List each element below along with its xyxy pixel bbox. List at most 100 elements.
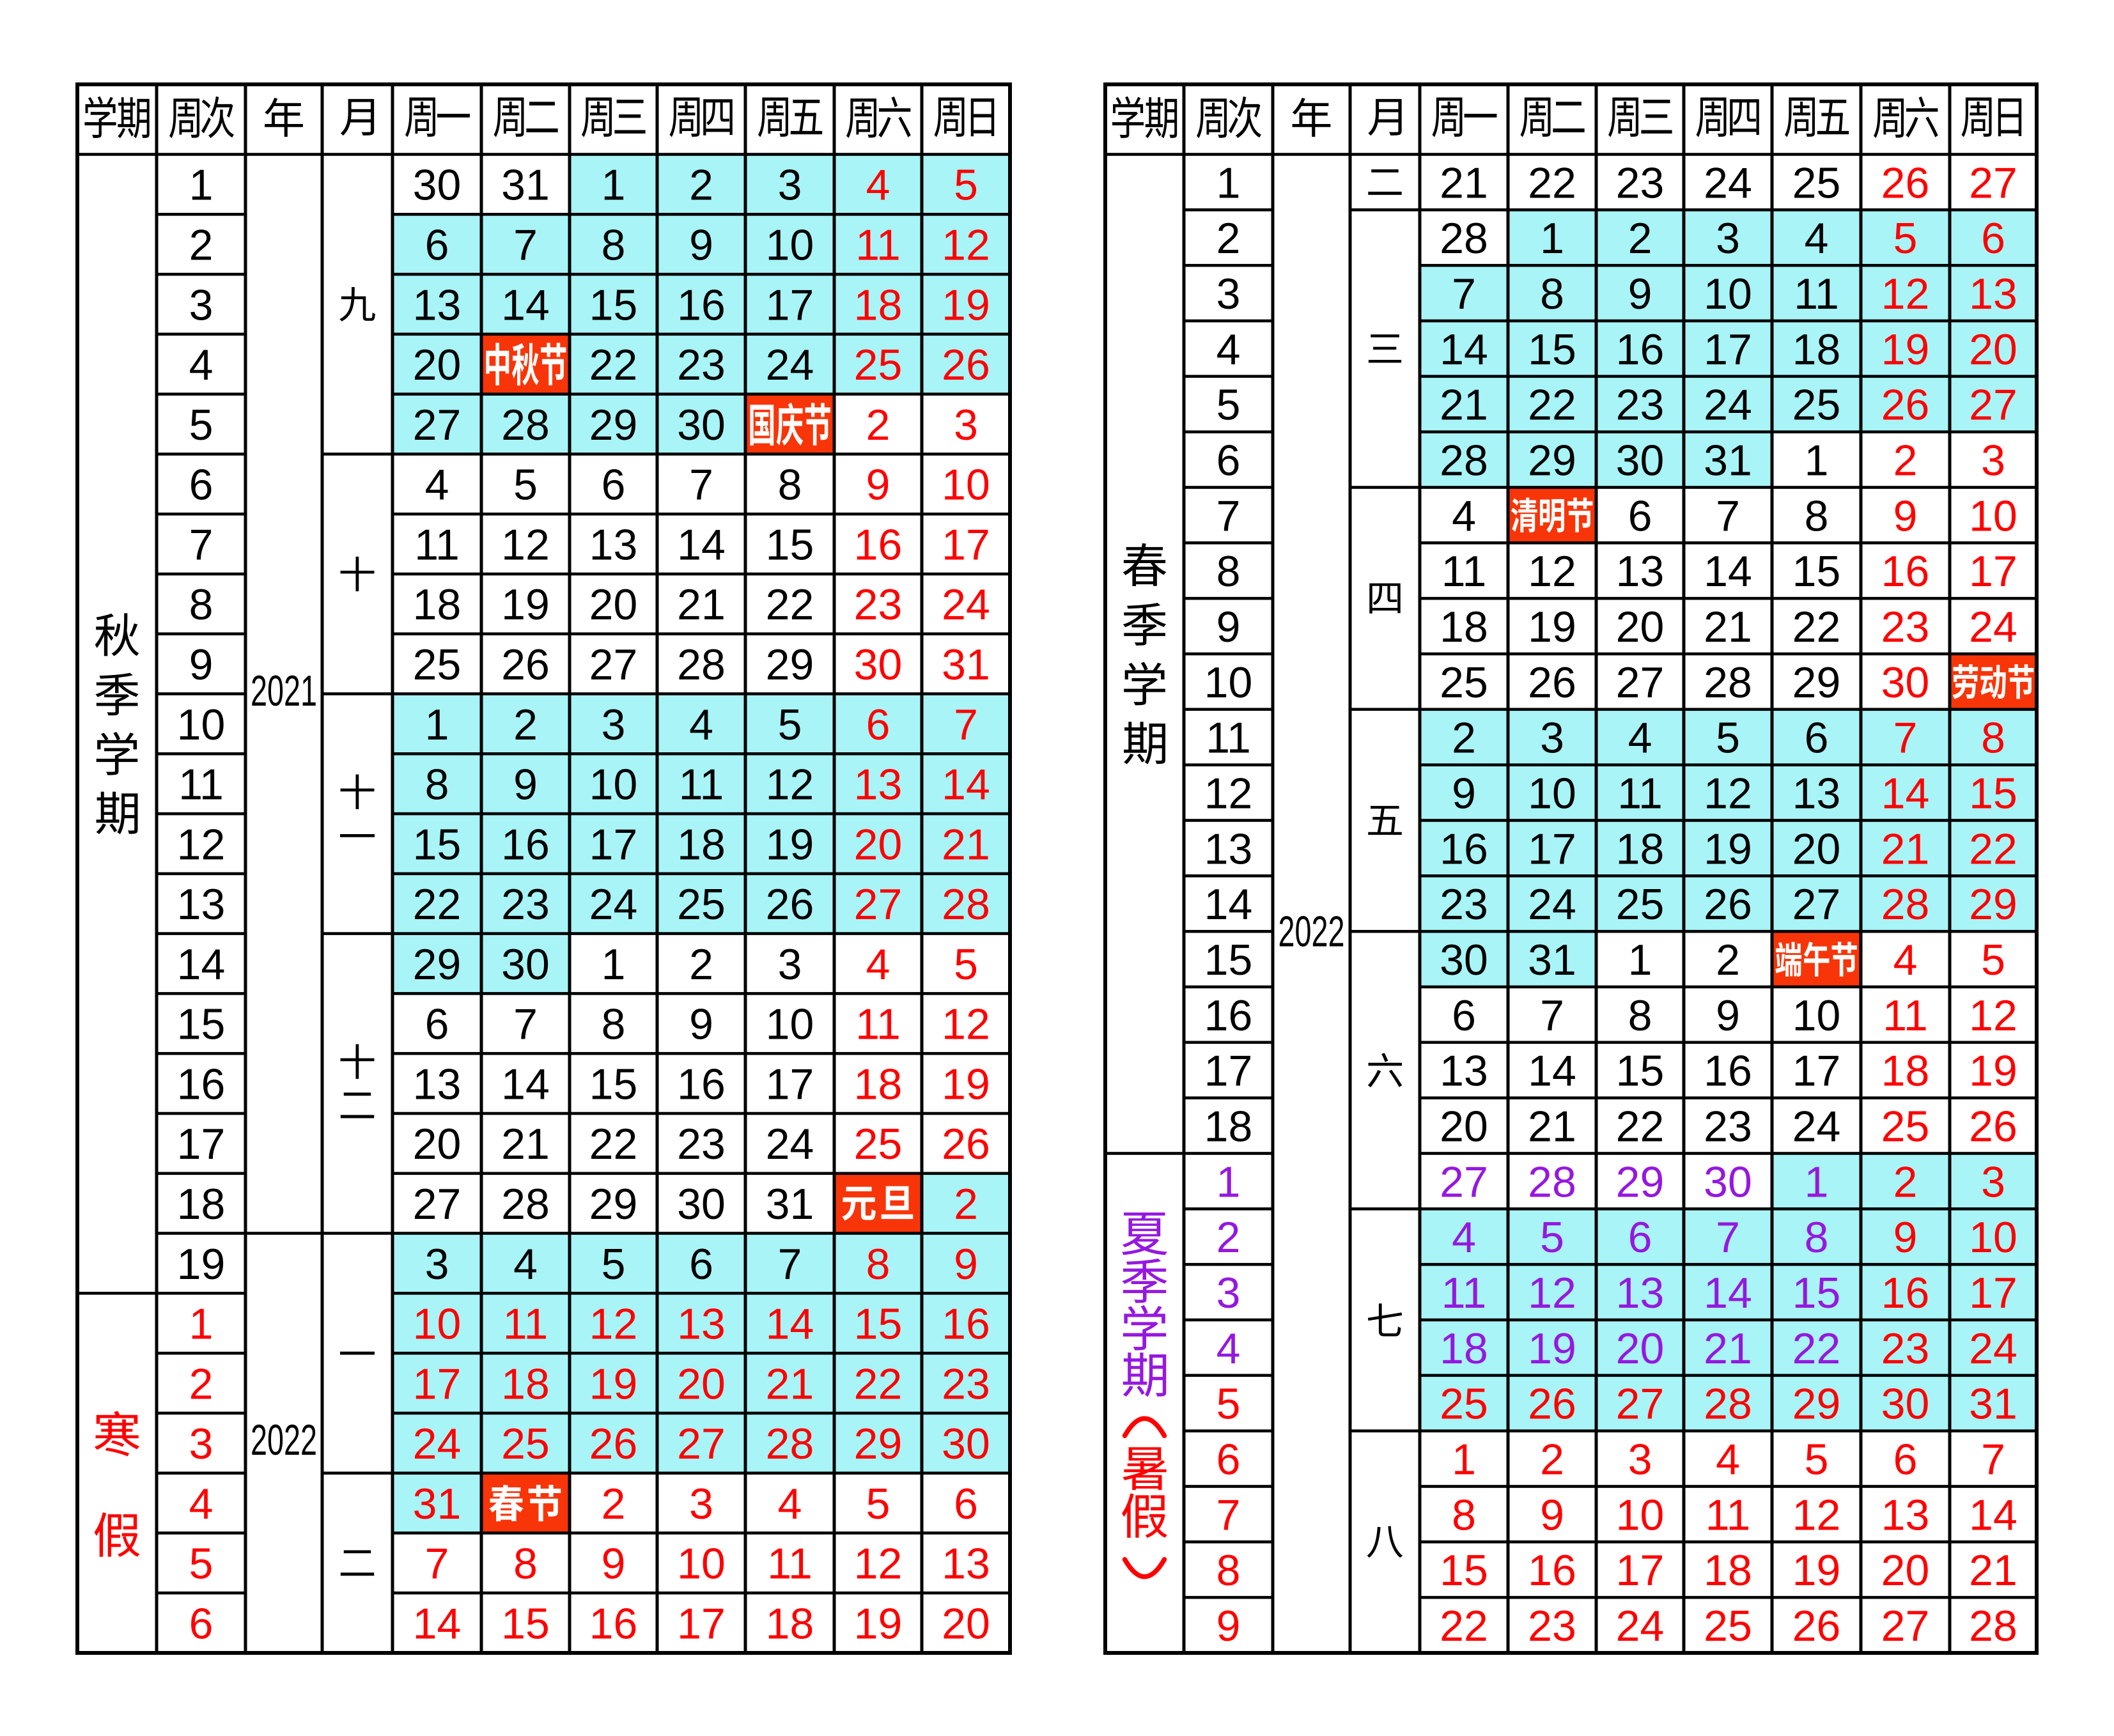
svg-text:3: 3 bbox=[689, 1480, 713, 1528]
svg-text:2: 2 bbox=[189, 221, 214, 270]
svg-text:18: 18 bbox=[1881, 1047, 1930, 1096]
svg-text:14: 14 bbox=[1969, 1491, 2017, 1539]
svg-text:21: 21 bbox=[1704, 1324, 1752, 1373]
svg-text:31: 31 bbox=[1528, 936, 1576, 984]
svg-text:8: 8 bbox=[1540, 270, 1564, 318]
svg-text:22: 22 bbox=[1969, 825, 2017, 873]
svg-text:15: 15 bbox=[177, 1000, 226, 1049]
svg-text:14: 14 bbox=[677, 520, 726, 569]
svg-text:5: 5 bbox=[1805, 1435, 1829, 1484]
svg-text:18: 18 bbox=[766, 1600, 814, 1648]
svg-text:28: 28 bbox=[1969, 1602, 2017, 1650]
svg-text:3: 3 bbox=[1981, 436, 2005, 484]
svg-text:17: 17 bbox=[1792, 1047, 1841, 1096]
svg-text:7: 7 bbox=[1452, 270, 1476, 318]
svg-text:22: 22 bbox=[589, 1120, 638, 1168]
svg-text:7: 7 bbox=[1216, 492, 1241, 540]
svg-text:21: 21 bbox=[766, 1360, 814, 1408]
svg-text:25: 25 bbox=[854, 1120, 903, 1168]
svg-text:27: 27 bbox=[1969, 159, 2017, 207]
svg-text:3: 3 bbox=[1216, 270, 1241, 318]
svg-text:24: 24 bbox=[413, 1420, 462, 1468]
svg-text:2022: 2022 bbox=[251, 1416, 317, 1464]
svg-text:8: 8 bbox=[866, 1240, 890, 1289]
svg-text:7: 7 bbox=[513, 221, 538, 270]
svg-text:3: 3 bbox=[425, 1240, 449, 1289]
svg-text:12: 12 bbox=[501, 520, 550, 569]
svg-text:10: 10 bbox=[589, 761, 638, 809]
svg-text:1: 1 bbox=[1805, 1158, 1829, 1206]
svg-text:30: 30 bbox=[677, 1180, 726, 1228]
svg-text:11: 11 bbox=[414, 520, 460, 569]
svg-text:19: 19 bbox=[1528, 603, 1576, 651]
svg-text:13: 13 bbox=[413, 1060, 462, 1108]
svg-text:14: 14 bbox=[1704, 1269, 1752, 1317]
svg-text:29: 29 bbox=[854, 1420, 903, 1468]
svg-text:11: 11 bbox=[679, 761, 724, 809]
svg-text:31: 31 bbox=[1969, 1380, 2017, 1429]
svg-text:26: 26 bbox=[1704, 880, 1752, 929]
svg-text:30: 30 bbox=[1616, 436, 1665, 484]
svg-text:30: 30 bbox=[677, 401, 726, 449]
svg-text:13: 13 bbox=[1204, 825, 1253, 873]
svg-text:28: 28 bbox=[766, 1420, 814, 1468]
svg-text:9: 9 bbox=[1216, 1602, 1241, 1650]
svg-text:5: 5 bbox=[778, 701, 802, 749]
svg-text:8: 8 bbox=[1216, 1546, 1241, 1595]
svg-text:5: 5 bbox=[189, 401, 214, 449]
svg-text:9: 9 bbox=[513, 761, 538, 809]
svg-text:29: 29 bbox=[589, 401, 638, 449]
svg-text:1: 1 bbox=[602, 161, 626, 210]
svg-text:1: 1 bbox=[189, 1300, 214, 1349]
svg-text:13: 13 bbox=[1969, 270, 2017, 318]
svg-text:2: 2 bbox=[1452, 714, 1476, 763]
svg-text:20: 20 bbox=[1792, 825, 1841, 873]
svg-text:6: 6 bbox=[602, 461, 626, 509]
svg-text:24: 24 bbox=[1969, 1324, 2017, 1373]
svg-text:12: 12 bbox=[589, 1300, 638, 1349]
svg-text:21: 21 bbox=[1881, 825, 1930, 873]
svg-text:29: 29 bbox=[1616, 1158, 1665, 1206]
svg-text:22: 22 bbox=[766, 580, 814, 629]
svg-text:12: 12 bbox=[766, 761, 814, 809]
svg-text:23: 23 bbox=[1704, 1102, 1752, 1151]
svg-text:15: 15 bbox=[589, 1060, 638, 1108]
svg-text:26: 26 bbox=[1528, 658, 1576, 707]
svg-text:3: 3 bbox=[1981, 1158, 2005, 1206]
svg-text:1: 1 bbox=[1805, 436, 1829, 484]
svg-text:2021: 2021 bbox=[251, 667, 317, 715]
svg-text:30: 30 bbox=[413, 161, 462, 210]
svg-text:4: 4 bbox=[189, 341, 214, 389]
svg-text:17: 17 bbox=[1969, 1269, 2017, 1317]
svg-text:6: 6 bbox=[1452, 991, 1476, 1040]
svg-text:26: 26 bbox=[1792, 1602, 1841, 1650]
svg-text:2022: 2022 bbox=[1279, 907, 1345, 956]
svg-text:19: 19 bbox=[1881, 325, 1930, 374]
svg-text:16: 16 bbox=[1204, 991, 1253, 1040]
svg-text:24: 24 bbox=[766, 1120, 814, 1168]
svg-text:2: 2 bbox=[1216, 214, 1241, 263]
svg-text:10: 10 bbox=[1204, 658, 1253, 707]
svg-text:6: 6 bbox=[425, 1000, 449, 1049]
svg-text:17: 17 bbox=[1969, 547, 2017, 596]
svg-text:8: 8 bbox=[602, 1000, 626, 1049]
svg-text:2: 2 bbox=[189, 1360, 214, 1408]
svg-text:13: 13 bbox=[177, 880, 226, 929]
svg-text:14: 14 bbox=[501, 281, 550, 329]
svg-text:30: 30 bbox=[942, 1420, 990, 1468]
svg-text:17: 17 bbox=[766, 281, 814, 329]
svg-text:18: 18 bbox=[1440, 1324, 1488, 1373]
svg-text:3: 3 bbox=[189, 1420, 214, 1468]
svg-text:22: 22 bbox=[589, 341, 638, 389]
svg-text:1: 1 bbox=[1452, 1435, 1476, 1484]
svg-text:14: 14 bbox=[1204, 880, 1253, 929]
svg-text:15: 15 bbox=[1440, 1546, 1488, 1595]
svg-text:3: 3 bbox=[189, 281, 214, 329]
svg-text:4: 4 bbox=[1216, 1324, 1241, 1373]
svg-text:14: 14 bbox=[413, 1600, 462, 1648]
svg-text:18: 18 bbox=[1704, 1546, 1752, 1595]
svg-text:16: 16 bbox=[854, 520, 903, 569]
svg-text:12: 12 bbox=[1704, 769, 1752, 818]
svg-text:9: 9 bbox=[602, 1540, 626, 1588]
svg-text:6: 6 bbox=[1893, 1435, 1918, 1484]
